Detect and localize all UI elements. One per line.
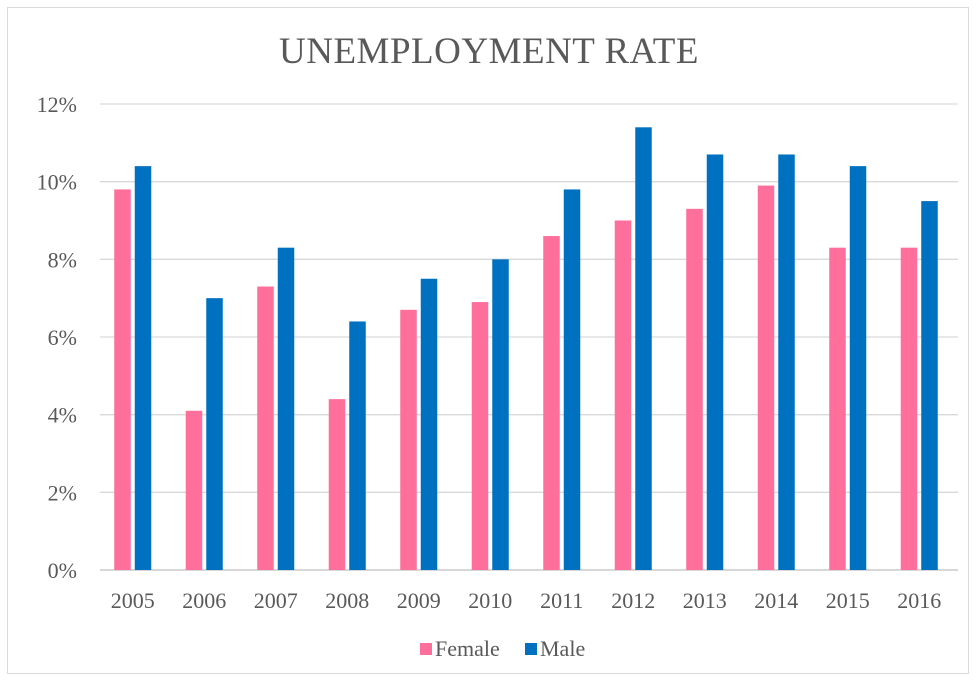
y-tick-label: 0% xyxy=(48,558,77,583)
x-tick-label: 2016 xyxy=(897,588,941,613)
x-tick-label: 2006 xyxy=(182,588,226,613)
chart-title: UNEMPLOYMENT RATE xyxy=(279,31,699,72)
bar-female-2009 xyxy=(400,309,417,570)
bar-male-2006 xyxy=(206,298,223,570)
x-tick-label: 2015 xyxy=(826,588,870,613)
y-tick-label: 10% xyxy=(37,170,77,195)
x-tick-label: 2012 xyxy=(611,588,655,613)
y-axis-ticks: 0% 2% 4% 6% 8% 10% 12% xyxy=(37,92,77,583)
bar-female-2016 xyxy=(900,247,918,570)
bars xyxy=(114,127,938,571)
legend-label-female: Female xyxy=(435,636,500,661)
x-tick-label: 2011 xyxy=(540,588,583,613)
bar-male-2014 xyxy=(778,154,795,570)
x-tick-label: 2008 xyxy=(325,588,369,613)
x-tick-label: 2009 xyxy=(397,588,441,613)
bar-female-2006 xyxy=(185,410,203,570)
legend-label-male: Male xyxy=(540,636,585,661)
x-tick-label: 2013 xyxy=(683,588,727,613)
legend: Female Male xyxy=(420,636,585,661)
x-tick-label: 2010 xyxy=(468,588,512,613)
y-tick-label: 2% xyxy=(48,480,77,505)
bar-male-2005 xyxy=(134,166,152,570)
x-tick-label: 2007 xyxy=(254,588,298,613)
y-tick-label: 6% xyxy=(48,325,77,350)
bar-male-2009 xyxy=(420,278,438,570)
bar-male-2015 xyxy=(849,166,867,570)
x-axis-ticks: 2005 2006 2007 2008 2009 2010 2011 2012 2013 2014… xyxy=(111,588,942,613)
y-tick-label: 4% xyxy=(48,403,77,428)
bar-female-2007 xyxy=(257,286,274,570)
bar-male-2016 xyxy=(921,201,938,571)
bar-female-2008 xyxy=(328,399,346,570)
bar-male-2011 xyxy=(563,189,581,570)
x-tick-label: 2014 xyxy=(754,588,798,613)
bar-male-2008 xyxy=(349,321,366,570)
bar-male-2013 xyxy=(706,154,724,570)
legend-swatch-male xyxy=(525,643,537,655)
bar-male-2012 xyxy=(635,127,652,571)
gridlines xyxy=(100,103,958,571)
x-tick-label: 2005 xyxy=(111,588,155,613)
bar-female-2010 xyxy=(471,302,489,570)
bar-female-2012 xyxy=(614,220,632,570)
bar-female-2005 xyxy=(114,189,131,570)
bar-female-2015 xyxy=(829,247,846,570)
bar-female-2011 xyxy=(543,236,560,571)
bar-female-2013 xyxy=(686,208,703,570)
bar-male-2010 xyxy=(492,259,509,570)
y-tick-label: 12% xyxy=(37,92,77,117)
legend-swatch-female xyxy=(420,643,432,655)
bar-female-2014 xyxy=(757,185,775,571)
bar-male-2007 xyxy=(277,247,295,570)
y-tick-label: 8% xyxy=(48,247,77,272)
